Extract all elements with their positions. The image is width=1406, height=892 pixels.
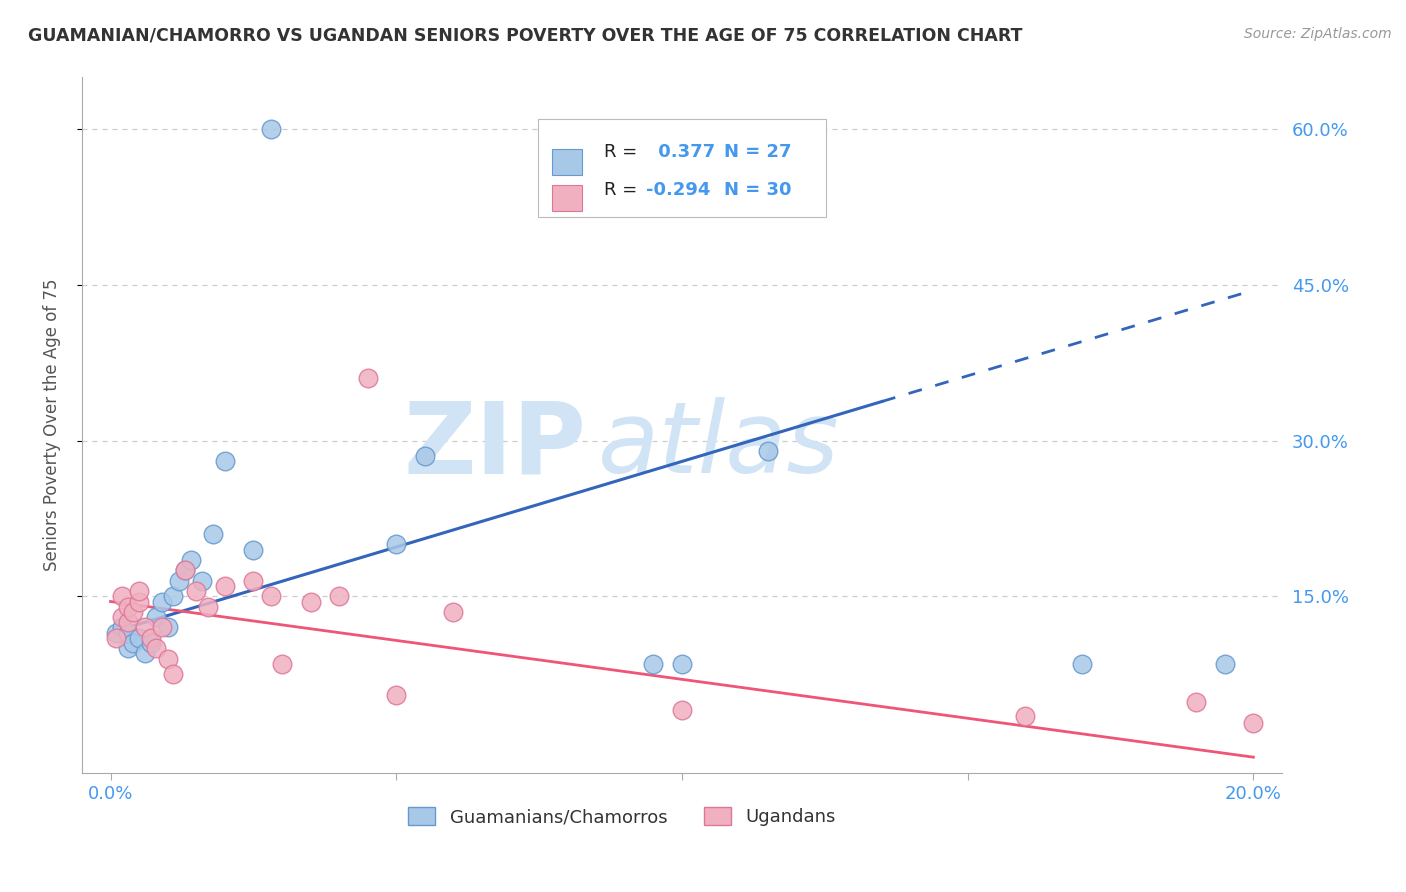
- Point: [173, 563, 195, 577]
- Point: [242, 542, 264, 557]
- Text: R =: R =: [605, 181, 637, 199]
- Point: [242, 574, 264, 588]
- Point: [128, 631, 150, 645]
- Point: [156, 620, 179, 634]
- Point: [259, 122, 281, 136]
- Text: 0.377: 0.377: [652, 143, 716, 161]
- Point: [145, 610, 167, 624]
- Point: [167, 574, 190, 588]
- Point: [385, 537, 408, 551]
- Point: [643, 657, 665, 671]
- Point: [299, 594, 322, 608]
- Point: [117, 625, 139, 640]
- Point: [134, 620, 156, 634]
- Text: R =: R =: [605, 143, 637, 161]
- Legend: Guamanians/Chamorros, Ugandans: Guamanians/Chamorros, Ugandans: [401, 799, 842, 833]
- Point: [111, 620, 134, 634]
- Point: [1185, 695, 1208, 709]
- Point: [671, 703, 693, 717]
- Text: atlas: atlas: [598, 398, 839, 494]
- Point: [162, 590, 184, 604]
- Text: N = 27: N = 27: [724, 143, 792, 161]
- Point: [105, 625, 128, 640]
- Point: [756, 444, 779, 458]
- Point: [134, 647, 156, 661]
- FancyBboxPatch shape: [553, 149, 582, 175]
- Text: -0.294: -0.294: [645, 181, 710, 199]
- Point: [173, 563, 195, 577]
- Text: Source: ZipAtlas.com: Source: ZipAtlas.com: [1244, 27, 1392, 41]
- Point: [214, 579, 236, 593]
- Point: [328, 590, 350, 604]
- Point: [671, 657, 693, 671]
- Point: [117, 599, 139, 614]
- Point: [117, 615, 139, 630]
- Point: [357, 371, 380, 385]
- FancyBboxPatch shape: [538, 120, 825, 217]
- Point: [128, 584, 150, 599]
- Point: [180, 553, 202, 567]
- Point: [1071, 657, 1094, 671]
- Text: ZIP: ZIP: [404, 398, 586, 494]
- Point: [1241, 715, 1264, 730]
- Y-axis label: Seniors Poverty Over the Age of 75: Seniors Poverty Over the Age of 75: [44, 279, 60, 572]
- Point: [441, 605, 464, 619]
- Point: [214, 454, 236, 468]
- Point: [1014, 708, 1036, 723]
- Point: [117, 641, 139, 656]
- Point: [191, 574, 214, 588]
- Point: [156, 651, 179, 665]
- Point: [111, 590, 134, 604]
- Point: [139, 631, 162, 645]
- Point: [111, 610, 134, 624]
- Point: [1213, 657, 1236, 671]
- Point: [139, 636, 162, 650]
- FancyBboxPatch shape: [553, 185, 582, 211]
- Point: [105, 631, 128, 645]
- Point: [150, 594, 173, 608]
- Text: N = 30: N = 30: [724, 181, 792, 199]
- Point: [186, 584, 208, 599]
- Point: [259, 590, 281, 604]
- Point: [128, 594, 150, 608]
- Point: [145, 641, 167, 656]
- Point: [197, 599, 219, 614]
- Point: [122, 636, 145, 650]
- Point: [413, 449, 436, 463]
- Text: GUAMANIAN/CHAMORRO VS UGANDAN SENIORS POVERTY OVER THE AGE OF 75 CORRELATION CHA: GUAMANIAN/CHAMORRO VS UGANDAN SENIORS PO…: [28, 27, 1022, 45]
- Point: [162, 667, 184, 681]
- Point: [122, 605, 145, 619]
- Point: [150, 620, 173, 634]
- Point: [385, 688, 408, 702]
- Point: [271, 657, 294, 671]
- Point: [202, 527, 225, 541]
